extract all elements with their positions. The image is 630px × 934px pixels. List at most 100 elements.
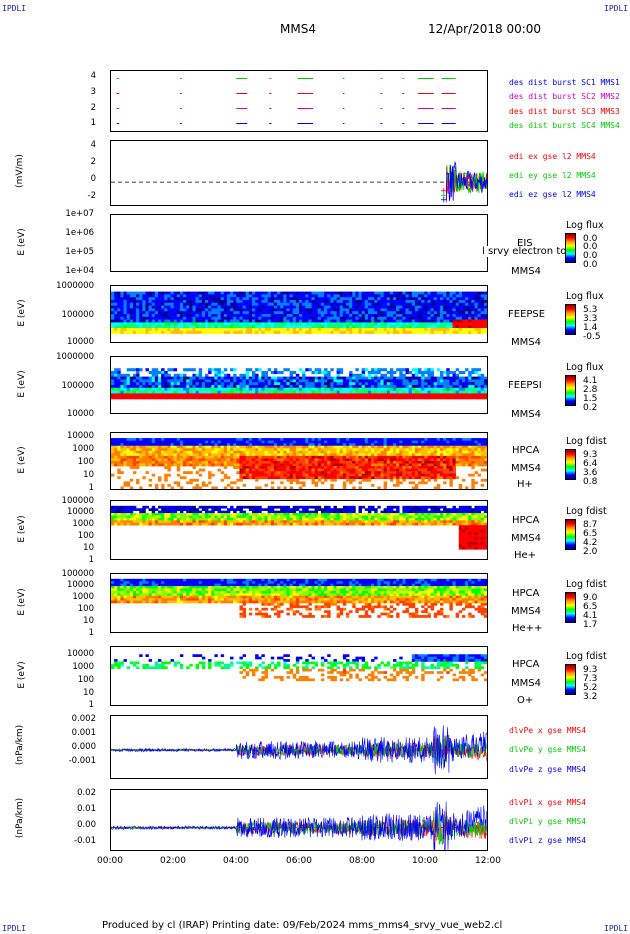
spectrogram-cell <box>352 443 356 447</box>
spectrogram-cell <box>248 291 253 295</box>
spectrogram-cell <box>427 466 431 469</box>
spectrogram-cell <box>471 302 475 306</box>
spectrogram-cell <box>346 325 350 329</box>
spectrogram-cell <box>352 453 356 457</box>
spectrogram-cell <box>433 448 438 452</box>
spectrogram-cell <box>264 294 268 298</box>
spectrogram-cell <box>217 325 221 329</box>
spectrogram-cell <box>424 379 428 383</box>
spectrogram-cell <box>117 448 121 452</box>
spectrogram-cell <box>458 308 463 312</box>
spectrogram-cell <box>311 302 315 306</box>
spectrogram-cell <box>280 297 284 301</box>
spectrogram-cell <box>352 476 356 480</box>
spectrogram-cell <box>170 382 174 386</box>
spectrogram-cell <box>324 478 328 482</box>
spectrogram-cell <box>427 461 431 464</box>
spectrogram-cell <box>411 314 416 318</box>
spectrogram-cell <box>402 450 406 454</box>
spectrogram-cell <box>352 308 356 312</box>
spectrogram-cell <box>386 311 391 315</box>
spectrogram-cell <box>330 466 334 469</box>
spectrogram-cell <box>389 322 394 326</box>
spectrogram-cell <box>132 448 137 452</box>
spectrogram-cell <box>261 328 265 332</box>
spectrogram-cell <box>327 385 331 389</box>
spectrogram-cell <box>358 297 362 301</box>
spectrogram-cell <box>377 440 381 444</box>
spectrogram-cell <box>393 328 397 332</box>
spectrogram-cell <box>320 376 325 380</box>
spectrogram-cell <box>452 385 456 389</box>
spectrogram-cell <box>164 371 168 375</box>
spectrogram-cell <box>255 328 259 332</box>
spectrogram-cell <box>311 438 315 441</box>
spectrogram-cell <box>154 382 159 386</box>
spectrogram-cell <box>324 322 328 326</box>
spectrogram-cell <box>189 314 193 318</box>
spectrogram-cell <box>230 382 234 386</box>
spectrogram-cell <box>452 291 456 295</box>
spectrogram-cell <box>211 461 215 464</box>
spectrogram-cell <box>161 328 165 332</box>
spectrogram-cell <box>111 379 115 383</box>
spectrogram-cell <box>418 376 422 380</box>
spectrogram-cell <box>333 396 337 400</box>
spectrogram-cell <box>396 463 400 467</box>
spectrogram-cell <box>205 316 209 320</box>
y-axis-label: E (eV) <box>17 446 27 474</box>
spectrogram-cell <box>483 311 487 315</box>
spectrogram-cell <box>264 455 268 459</box>
spectrogram-cell <box>236 478 240 482</box>
spectrogram-cell <box>170 379 174 383</box>
spectrogram-cell <box>424 302 428 306</box>
spectrogram-cell <box>446 314 450 318</box>
spectrogram-cell <box>151 396 156 400</box>
spectrogram-cell <box>270 316 275 320</box>
spectrogram-cell <box>195 478 200 482</box>
spectrogram-cell <box>399 440 403 444</box>
spectrogram-cell <box>333 445 337 449</box>
spectrogram-cell <box>186 438 190 441</box>
spectrogram-cell <box>374 438 378 441</box>
spectrogram-cell <box>148 322 153 326</box>
spectrogram-cell <box>158 308 162 312</box>
spectrogram-cell <box>273 476 278 480</box>
panel-edi: + + + <box>110 140 488 206</box>
spectrogram-cell <box>440 294 444 298</box>
spectrogram-cell <box>245 445 250 449</box>
spectrogram-cell <box>286 314 290 318</box>
spectrogram-cell <box>327 379 331 383</box>
spectrogram-cell <box>424 376 428 380</box>
spectrogram-cell <box>277 316 281 320</box>
spectrogram-cell <box>471 291 475 295</box>
spectrogram-cell <box>333 440 337 444</box>
spectrogram-cell <box>324 371 328 375</box>
spectrogram-cell <box>421 379 425 383</box>
spectrogram-cell <box>214 316 218 320</box>
spectrogram-cell <box>396 300 400 304</box>
spectrogram-cell <box>176 440 181 444</box>
spectrogram-cell <box>129 379 134 383</box>
spectrogram-cell <box>164 376 168 380</box>
spectrogram-cell <box>374 390 378 394</box>
spectrogram-cell <box>342 448 347 452</box>
spectrogram-cell <box>111 443 115 447</box>
spectrogram-cell <box>346 305 350 309</box>
spectrogram-cell <box>154 483 159 487</box>
spectrogram-cell <box>248 396 253 400</box>
spectrogram-cell <box>198 393 203 397</box>
spectrogram-cell <box>436 322 441 326</box>
spectrogram-cell <box>327 373 331 377</box>
spectrogram-cell <box>117 387 121 391</box>
spectrogram-cell <box>299 325 303 329</box>
spectrogram-cell <box>449 294 453 298</box>
spectrogram-cell <box>421 481 425 485</box>
spectrogram-cell <box>352 455 356 459</box>
spectrogram-cell <box>299 455 303 459</box>
spectrogram-cell <box>430 330 435 334</box>
spectrogram-cell <box>267 297 272 301</box>
spectrogram-cell <box>389 385 394 389</box>
spectrogram-cell <box>126 297 131 301</box>
spectrogram-cell <box>286 471 290 475</box>
